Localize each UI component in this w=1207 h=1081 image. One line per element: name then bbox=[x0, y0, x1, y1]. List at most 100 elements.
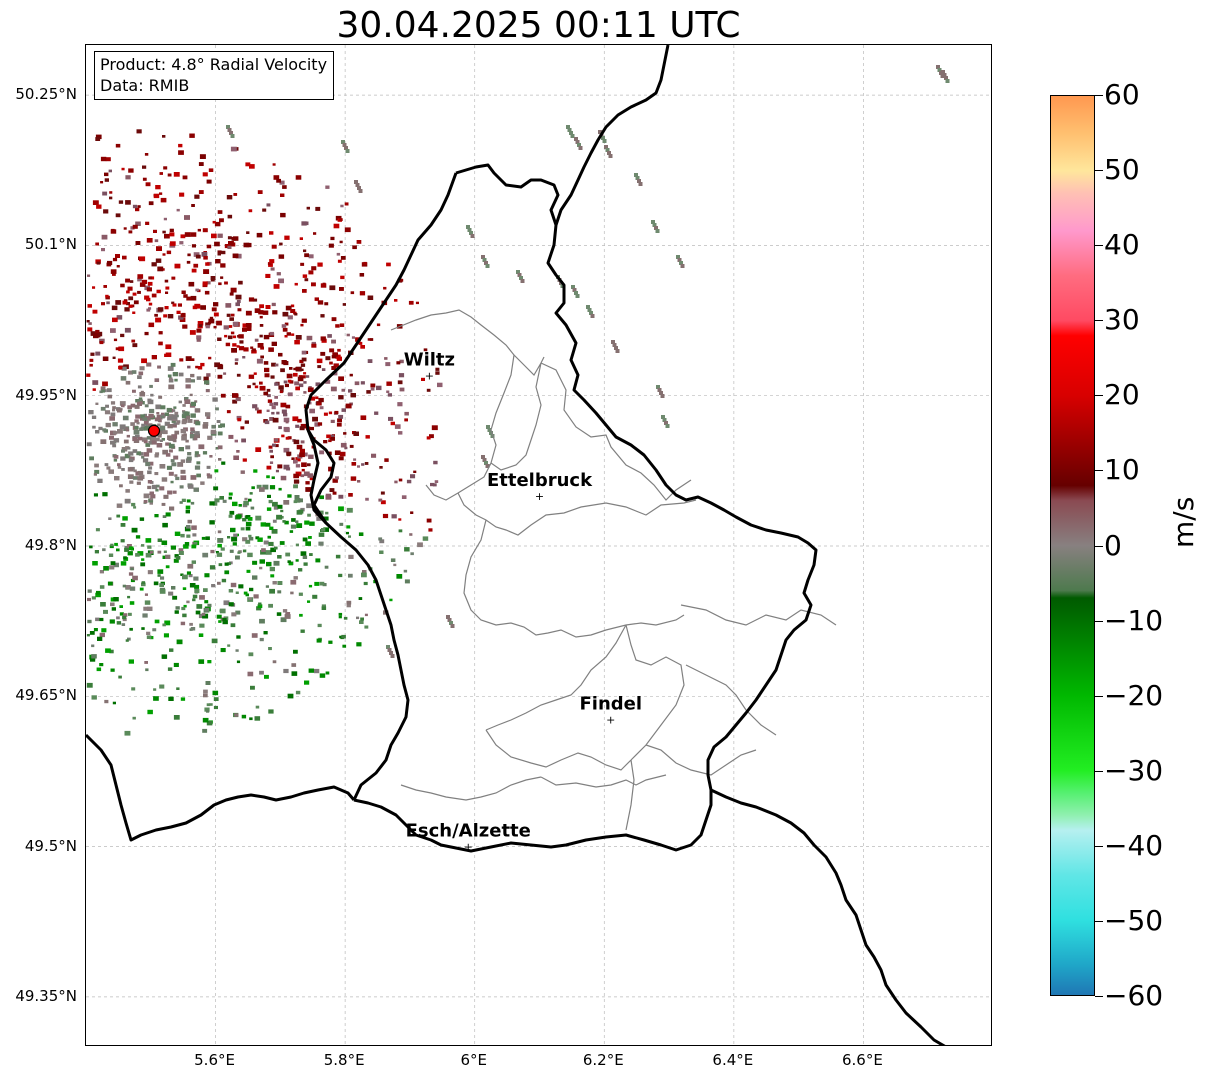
velocity-echo bbox=[393, 563, 397, 567]
velocity-echo bbox=[89, 456, 94, 461]
canton-border bbox=[463, 519, 685, 638]
velocity-echo bbox=[190, 232, 197, 237]
velocity-echo bbox=[319, 495, 324, 500]
velocity-echo bbox=[217, 252, 221, 256]
velocity-echo bbox=[167, 490, 173, 495]
velocity-echo bbox=[271, 476, 275, 479]
velocity-echo bbox=[172, 595, 178, 600]
velocity-echo bbox=[145, 221, 150, 225]
velocity-echo bbox=[112, 356, 116, 359]
velocity-echo bbox=[316, 358, 323, 364]
velocity-echo bbox=[605, 148, 610, 152]
velocity-echo bbox=[272, 417, 279, 423]
velocity-echo bbox=[190, 413, 196, 418]
velocity-echo bbox=[467, 228, 472, 232]
colorbar-tick-label: 30 bbox=[1104, 303, 1140, 337]
velocity-echo bbox=[325, 495, 332, 500]
velocity-echo bbox=[242, 458, 247, 462]
velocity-echo bbox=[161, 412, 165, 416]
velocity-echo bbox=[142, 458, 149, 463]
velocity-echo bbox=[266, 507, 272, 511]
velocity-echo bbox=[276, 514, 283, 520]
velocity-echo bbox=[104, 410, 111, 415]
velocity-echo bbox=[141, 544, 145, 547]
velocity-echo bbox=[155, 317, 162, 323]
velocity-echo bbox=[202, 451, 208, 455]
velocity-echo bbox=[132, 292, 137, 296]
velocity-echo bbox=[126, 434, 130, 438]
longitude-label: 6.6°E bbox=[842, 1051, 883, 1069]
map-panel[interactable]: + Wiltz + Ettelbruck + Findel + Esch/Alzette bbox=[85, 44, 992, 1046]
velocity-echo bbox=[110, 328, 116, 333]
velocity-echo bbox=[95, 528, 100, 532]
velocity-echo bbox=[303, 372, 307, 375]
velocity-echo bbox=[334, 410, 339, 415]
velocity-echo bbox=[190, 501, 195, 505]
velocity-echo bbox=[182, 175, 188, 180]
velocity-echo bbox=[132, 343, 138, 348]
velocity-echo bbox=[295, 335, 302, 340]
velocity-echo bbox=[937, 68, 942, 72]
velocity-echo bbox=[103, 209, 109, 214]
velocity-echo bbox=[102, 428, 107, 432]
velocity-echo bbox=[353, 431, 359, 436]
velocity-echo bbox=[303, 249, 307, 253]
velocity-echo bbox=[237, 551, 241, 554]
velocity-echo bbox=[323, 527, 329, 532]
velocity-echo bbox=[315, 382, 321, 387]
velocity-echo bbox=[99, 632, 105, 638]
velocity-echo bbox=[135, 535, 141, 539]
velocity-echo bbox=[209, 455, 213, 458]
velocity-echo bbox=[342, 143, 347, 147]
velocity-echo bbox=[189, 583, 196, 588]
velocity-echo bbox=[410, 474, 416, 479]
velocity-echo bbox=[357, 480, 361, 483]
velocity-echo bbox=[415, 301, 419, 305]
velocity-echo bbox=[185, 378, 191, 383]
velocity-echo bbox=[206, 720, 213, 726]
velocity-echo bbox=[295, 690, 301, 695]
velocity-echo bbox=[338, 573, 343, 578]
velocity-echo bbox=[326, 434, 331, 439]
velocity-echo bbox=[367, 359, 373, 363]
velocity-echo bbox=[482, 458, 487, 462]
velocity-echo bbox=[269, 526, 274, 530]
velocity-echo bbox=[162, 230, 166, 234]
velocity-echo bbox=[150, 393, 154, 397]
velocity-echo bbox=[109, 416, 115, 421]
velocity-echo bbox=[202, 613, 209, 619]
velocity-echo bbox=[293, 367, 297, 371]
velocity-echo bbox=[262, 310, 269, 315]
velocity-echo bbox=[177, 463, 182, 467]
velocity-echo bbox=[224, 570, 230, 575]
velocity-echo bbox=[139, 427, 144, 431]
velocity-echo bbox=[295, 175, 302, 180]
velocity-echo bbox=[119, 424, 126, 430]
velocity-echo bbox=[311, 266, 317, 271]
velocity-echo bbox=[272, 581, 277, 585]
velocity-echo bbox=[293, 484, 298, 489]
velocity-echo bbox=[87, 304, 92, 308]
velocity-echo bbox=[128, 370, 133, 375]
velocity-echo bbox=[217, 250, 222, 254]
velocity-echo bbox=[428, 528, 433, 532]
velocity-echo bbox=[294, 340, 300, 345]
velocity-echo bbox=[125, 200, 131, 205]
velocity-echo bbox=[941, 70, 945, 74]
velocity-echo bbox=[135, 553, 140, 557]
velocity-echo bbox=[397, 402, 403, 407]
velocity-echo bbox=[217, 374, 223, 379]
velocity-echo bbox=[242, 518, 247, 522]
velocity-echo bbox=[348, 554, 354, 559]
velocity-echo bbox=[327, 334, 332, 338]
velocity-echo bbox=[317, 365, 322, 369]
velocity-echo bbox=[213, 697, 219, 701]
velocity-echo bbox=[144, 600, 151, 605]
velocity-echo bbox=[217, 538, 224, 543]
velocity-echo bbox=[113, 597, 119, 602]
velocity-echo bbox=[248, 534, 252, 538]
velocity-echo bbox=[141, 558, 145, 561]
velocity-echo bbox=[102, 548, 106, 552]
velocity-echo bbox=[320, 336, 326, 341]
city-plus-icon: + bbox=[464, 841, 473, 854]
